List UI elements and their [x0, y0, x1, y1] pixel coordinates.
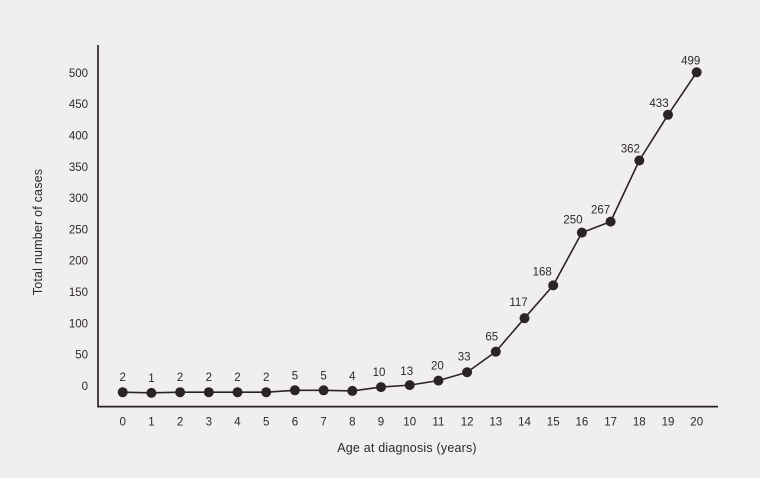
y-tick-label: 400 — [69, 131, 88, 143]
data-point — [376, 382, 386, 393]
y-tick-label: 200 — [69, 256, 88, 268]
y-axis-title: Total number of cases — [31, 168, 45, 296]
data-line — [122, 71, 698, 394]
x-tick-label: 11 — [432, 417, 444, 429]
x-tick-label: 6 — [292, 417, 298, 429]
data-point-label: 2 — [119, 372, 125, 384]
y-tick-label: 50 — [75, 350, 88, 362]
data-point-label: 33 — [458, 351, 471, 363]
data-point-label: 2 — [206, 372, 212, 384]
x-tick-label: 15 — [547, 417, 560, 429]
data-point-label: 5 — [292, 370, 298, 382]
data-point — [433, 375, 444, 386]
data-point-label: 117 — [509, 297, 527, 309]
data-point — [490, 346, 501, 357]
data-point-label: 20 — [431, 361, 444, 373]
axis-lines — [97, 45, 718, 408]
y-tick-label: 100 — [69, 318, 88, 330]
data-point — [462, 367, 473, 378]
data-point-label: 4 — [349, 371, 356, 383]
x-tick-label: 12 — [461, 417, 474, 429]
data-point-label: 2 — [177, 372, 183, 384]
data-point-label: 1 — [148, 373, 154, 385]
data-point-label: 362 — [621, 143, 640, 155]
y-tick-label: 300 — [69, 193, 88, 205]
data-point — [576, 227, 587, 238]
x-tick-label: 8 — [349, 417, 355, 429]
x-tick-label: 9 — [378, 417, 384, 429]
x-axis-title: Age at diagnosis (years) — [337, 441, 477, 455]
data-point-label: 499 — [681, 55, 700, 67]
data-point — [117, 387, 128, 398]
data-point-label: 267 — [591, 205, 610, 217]
data-point-label: 168 — [533, 266, 552, 278]
data-point — [175, 387, 186, 398]
y-tick-label: 450 — [69, 99, 88, 111]
x-tick-label: 5 — [263, 417, 269, 429]
data-point-label: 2 — [234, 372, 240, 384]
y-tick-label: 350 — [69, 162, 88, 174]
data-point-label: 2 — [263, 372, 269, 384]
x-tick-label: 17 — [604, 417, 617, 429]
x-tick-label: 18 — [633, 417, 646, 429]
y-tick-label: 0 — [82, 381, 88, 393]
x-tick-label: 2 — [177, 417, 183, 429]
data-point — [318, 385, 329, 396]
data-point-label: 250 — [563, 215, 582, 227]
y-tick-label: 250 — [69, 224, 88, 236]
data-point-label: 5 — [320, 370, 326, 382]
data-point — [203, 387, 214, 398]
x-tick-label: 1 — [148, 417, 154, 429]
x-tick-label: 0 — [119, 417, 125, 429]
x-tick-label: 13 — [489, 417, 502, 429]
y-tick-label: 150 — [69, 287, 88, 299]
data-point — [146, 387, 157, 398]
data-point — [519, 313, 530, 324]
y-tick-label: 500 — [69, 68, 88, 80]
data-point — [605, 216, 616, 227]
data-point — [663, 109, 673, 120]
data-point — [261, 387, 272, 398]
x-tick-label: 7 — [320, 417, 326, 429]
data-point-label: 13 — [400, 366, 413, 378]
data-point-label: 10 — [373, 367, 386, 379]
data-point — [548, 280, 559, 291]
x-tick-label: 20 — [690, 417, 703, 429]
data-point — [347, 385, 358, 396]
x-tick-label: 3 — [206, 417, 212, 429]
x-tick-label: 14 — [518, 417, 531, 429]
data-point — [691, 67, 702, 78]
data-point — [232, 387, 243, 398]
data-point — [289, 385, 300, 396]
data-point — [404, 380, 415, 391]
x-tick-label: 16 — [576, 417, 589, 429]
x-tick-label: 4 — [234, 417, 241, 429]
x-tick-label: 10 — [403, 417, 416, 429]
data-point-label: 65 — [485, 332, 498, 344]
data-point — [634, 155, 645, 166]
data-point-label: 433 — [649, 98, 668, 110]
x-tick-label: 19 — [662, 417, 675, 429]
